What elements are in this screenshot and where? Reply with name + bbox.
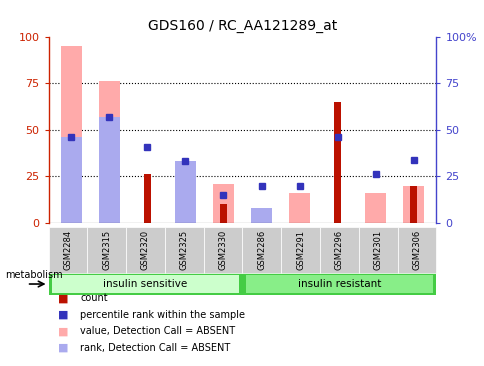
Bar bbox=[99, 81, 120, 223]
Text: GSM2301: GSM2301 bbox=[373, 230, 382, 270]
Text: GSM2330: GSM2330 bbox=[218, 230, 227, 270]
Bar bbox=[409, 186, 416, 223]
Text: ■: ■ bbox=[58, 310, 69, 320]
Text: percentile rank within the sample: percentile rank within the sample bbox=[80, 310, 244, 320]
Text: insulin resistant: insulin resistant bbox=[297, 279, 380, 289]
Text: GSM2284: GSM2284 bbox=[63, 230, 72, 270]
Text: GSM2296: GSM2296 bbox=[334, 230, 343, 270]
Bar bbox=[99, 117, 120, 223]
Bar bbox=[251, 210, 272, 223]
Text: GSM2320: GSM2320 bbox=[141, 230, 150, 270]
Bar bbox=[144, 175, 151, 223]
Bar bbox=[175, 161, 196, 223]
Text: ■: ■ bbox=[58, 293, 69, 303]
Bar bbox=[52, 275, 238, 293]
Bar bbox=[288, 193, 309, 223]
Title: GDS160 / RC_AA121289_at: GDS160 / RC_AA121289_at bbox=[148, 19, 336, 33]
Bar bbox=[251, 208, 272, 223]
Text: insulin sensitive: insulin sensitive bbox=[103, 279, 187, 289]
Bar bbox=[364, 193, 385, 223]
Text: metabolism: metabolism bbox=[5, 270, 62, 280]
Text: ■: ■ bbox=[58, 326, 69, 336]
Bar bbox=[60, 137, 82, 223]
Bar bbox=[333, 102, 340, 223]
Bar bbox=[175, 186, 196, 223]
Bar bbox=[60, 46, 82, 223]
Text: GSM2325: GSM2325 bbox=[180, 230, 188, 270]
Bar bbox=[246, 275, 432, 293]
Bar bbox=[220, 204, 227, 223]
Bar bbox=[212, 184, 233, 223]
Text: GSM2306: GSM2306 bbox=[412, 230, 421, 270]
Text: GSM2286: GSM2286 bbox=[257, 230, 266, 270]
Bar bbox=[402, 186, 424, 223]
Text: value, Detection Call = ABSENT: value, Detection Call = ABSENT bbox=[80, 326, 235, 336]
Text: rank, Detection Call = ABSENT: rank, Detection Call = ABSENT bbox=[80, 343, 230, 353]
Text: GSM2291: GSM2291 bbox=[296, 230, 304, 270]
Text: GSM2315: GSM2315 bbox=[102, 230, 111, 270]
Text: ■: ■ bbox=[58, 343, 69, 353]
Text: count: count bbox=[80, 293, 107, 303]
